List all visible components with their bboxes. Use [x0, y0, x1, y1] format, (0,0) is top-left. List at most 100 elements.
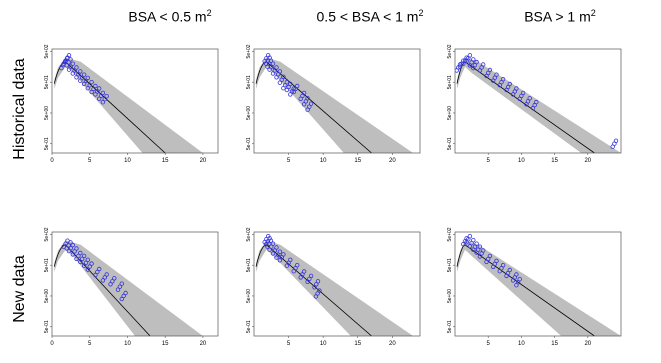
data-point: [108, 282, 113, 287]
y-tick-label: 5e+01: [44, 258, 50, 272]
data-point: [487, 253, 493, 259]
x-tick-label: 5: [287, 341, 291, 347]
data-point: [91, 86, 96, 92]
prediction-band: [54, 240, 203, 336]
data-point: [474, 241, 479, 246]
data-point: [524, 102, 529, 107]
y-tick-label: 5e+00: [447, 289, 453, 303]
x-tick-label: 5: [287, 158, 291, 164]
data-point: [312, 285, 317, 290]
data-point: [281, 74, 286, 79]
data-point: [104, 94, 109, 99]
y-tick-label: 5e+01: [246, 75, 252, 89]
y-tick-label: 5e+01: [447, 258, 453, 272]
col-title-sup: 2: [418, 8, 424, 18]
data-point: [613, 138, 619, 143]
data-point: [87, 83, 92, 88]
data-point: [504, 273, 509, 279]
plot-area: [255, 53, 414, 153]
x-tick-label: 20: [389, 341, 396, 347]
data-point: [270, 241, 276, 246]
data-point: [313, 294, 319, 299]
data-point: [484, 73, 489, 79]
y-tick-label: 5e-01: [44, 137, 50, 150]
data-point: [464, 240, 469, 245]
data-point: [70, 61, 75, 66]
data-point: [301, 90, 307, 96]
data-point: [291, 89, 296, 95]
data-point: [477, 68, 483, 73]
data-point: [295, 263, 300, 268]
data-point: [85, 86, 90, 91]
col-title-text: BSA < 0.5 m: [128, 8, 207, 25]
data-point: [474, 59, 479, 65]
data-point: [284, 87, 290, 93]
row-title-historical: Historical data: [11, 58, 28, 160]
data-point: [305, 107, 310, 112]
data-point: [89, 261, 94, 266]
scatter-panel: 5e-01 5e+00 5e+01 5e+02 5 10 15 20: [246, 227, 421, 347]
data-point: [68, 245, 74, 251]
prediction-band: [54, 57, 203, 153]
x-tick-label: 15: [354, 158, 361, 164]
data-point: [78, 250, 83, 256]
data-point: [467, 63, 473, 68]
data-point: [484, 259, 489, 265]
data-point: [74, 65, 79, 70]
data-point: [281, 86, 286, 91]
data-point: [467, 233, 473, 239]
data-point: [102, 97, 107, 102]
col-title-1: 0.5 < BSA < 1 m2: [280, 8, 460, 25]
col-title-sup: 2: [590, 8, 596, 18]
panel-frame: [454, 48, 622, 154]
data-point: [500, 77, 506, 82]
col-title-0: BSA < 0.5 m2: [80, 8, 260, 25]
data-point: [68, 57, 73, 62]
y-tick-label: 5e-01: [447, 137, 453, 150]
x-tick-label: 15: [551, 158, 558, 164]
data-point: [74, 75, 79, 80]
data-point: [274, 75, 279, 80]
y-tick-label: 5e+02: [246, 227, 252, 241]
x-tick-label: 15: [162, 341, 169, 347]
x-tick-label: 10: [320, 158, 327, 164]
data-point: [110, 279, 115, 284]
x-tick-label: 10: [124, 158, 131, 164]
plot-area: [53, 238, 203, 336]
data-point: [89, 80, 94, 85]
data-point: [85, 257, 90, 262]
data-point: [497, 83, 502, 88]
data-point: [288, 92, 293, 97]
data-point: [477, 244, 483, 249]
data-point: [267, 236, 272, 241]
data-point: [64, 246, 69, 251]
data-point: [270, 251, 276, 256]
data-point: [298, 275, 303, 280]
data-point: [100, 100, 106, 105]
data-point: [100, 278, 106, 283]
data-point: [315, 279, 321, 284]
x-tick-label: 5: [88, 341, 92, 347]
data-point: [467, 53, 473, 58]
data-point: [81, 253, 87, 259]
data-point: [274, 245, 279, 250]
data-point: [295, 83, 300, 89]
y-tick-label: 5e+00: [246, 106, 252, 120]
col-title-2: BSA > 1 m2: [470, 8, 650, 25]
data-point: [121, 293, 126, 299]
data-point: [270, 61, 276, 66]
data-point: [510, 278, 516, 283]
data-point: [317, 288, 322, 293]
x-tick-label: 20: [584, 341, 591, 347]
data-point: [517, 96, 522, 101]
x-tick-label: 20: [584, 158, 591, 164]
data-point: [115, 287, 121, 292]
data-point: [274, 255, 279, 260]
data-point: [74, 256, 79, 262]
x-tick-label: 5: [88, 158, 92, 164]
data-point: [68, 240, 73, 245]
y-tick-label: 5e+00: [246, 289, 252, 303]
data-point: [66, 248, 72, 254]
data-point: [284, 263, 290, 268]
x-tick-label: 20: [200, 341, 207, 347]
